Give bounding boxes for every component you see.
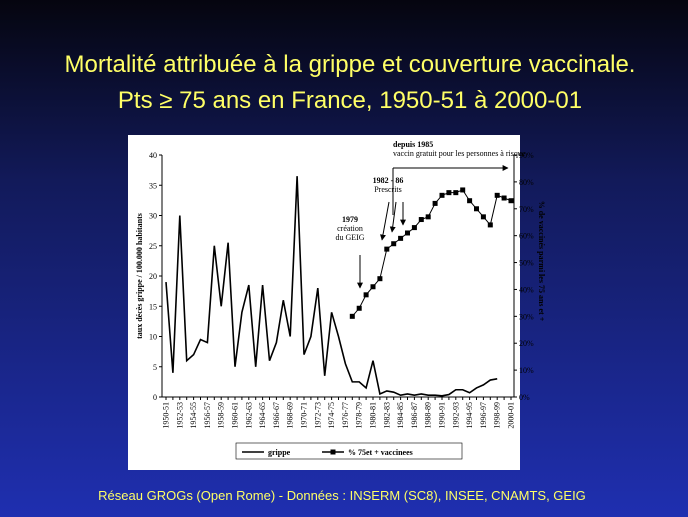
x-tick-label: 1970-71 — [300, 402, 309, 429]
x-tick-label: 1988-89 — [424, 402, 433, 429]
marker — [370, 284, 376, 290]
y-tick-label: 40 — [149, 151, 157, 160]
marker — [418, 217, 424, 223]
marker — [474, 206, 479, 212]
y-tick-label: 20 — [149, 272, 157, 281]
legend-marker — [330, 449, 336, 455]
title-line: Mortalité attribuée à la grippe et couve… — [65, 51, 636, 78]
x-tick-label: 1998-99 — [493, 402, 502, 429]
marker — [405, 230, 410, 236]
x-tick-label: 1984-85 — [396, 402, 405, 429]
x-tick-label: 1996-97 — [479, 402, 488, 429]
marker — [508, 198, 514, 204]
y2-tick-label: 90% — [519, 151, 534, 160]
marker — [446, 190, 452, 196]
marker — [432, 200, 438, 206]
marker — [391, 241, 397, 247]
marker — [411, 225, 417, 231]
legend-box — [235, 442, 463, 460]
footer: Réseau GROGs (Open Rome) - Données : INS… — [98, 488, 586, 503]
x-tick-label: 1966-67 — [272, 402, 281, 429]
x-tick-label: 1968-69 — [286, 402, 295, 429]
marker — [377, 276, 383, 282]
x-tick-label: 1956-57 — [203, 402, 212, 429]
y-tick-label: 15 — [149, 302, 157, 311]
y-tick-label: 5 — [153, 363, 157, 372]
x-tick-label: 1960-61 — [231, 402, 240, 429]
y2-tick-label: 70% — [519, 205, 534, 214]
y-tick-label: 0 — [153, 393, 157, 402]
y-tick-label: 35 — [149, 181, 157, 190]
y-tick-label: 10 — [149, 333, 157, 342]
y2-tick-label: 20% — [519, 339, 534, 348]
chart-panel — [128, 135, 520, 470]
marker — [398, 235, 404, 241]
x-tick-label: 1980-81 — [369, 402, 378, 429]
legend-label: grippe — [268, 448, 291, 457]
marker — [384, 246, 390, 252]
marker — [460, 187, 466, 193]
annotation: création — [337, 224, 363, 233]
x-tick-label: 1952-53 — [175, 402, 184, 429]
legend-label: % 75et + vaccinees — [348, 448, 413, 457]
x-tick-label: 2000-01 — [507, 402, 516, 429]
marker — [439, 192, 445, 198]
x-tick-label: 1974-75 — [327, 402, 336, 429]
annotation: depuis 1985 — [393, 140, 433, 149]
y2-tick-label: 60% — [519, 232, 534, 241]
x-tick-label: 1954-55 — [189, 402, 198, 429]
x-tick-label: 1958-59 — [217, 402, 226, 429]
title-line: Pts ≥ 75 ans en France, 1950-51 à 2000-0… — [118, 87, 582, 114]
annotation: 1979 — [342, 215, 358, 224]
y2-tick-label: 40% — [519, 285, 534, 294]
y-tick-label: 30 — [149, 212, 157, 221]
marker — [363, 292, 369, 298]
marker — [480, 214, 486, 220]
arrow — [389, 201, 397, 233]
marker — [501, 195, 507, 201]
x-tick-label: 1962-63 — [244, 402, 253, 429]
annotation: Prescrits — [374, 185, 402, 194]
x-tick-label: 1978-79 — [355, 402, 364, 429]
marker — [453, 190, 459, 196]
y2-tick-label: 0% — [519, 393, 530, 402]
marker — [494, 192, 500, 198]
y2-tick-label: 10% — [519, 366, 534, 375]
x-tick-label: 1986-87 — [410, 402, 419, 429]
x-tick-label: 1982-83 — [382, 402, 391, 429]
marker — [425, 214, 431, 220]
arrow — [380, 201, 390, 241]
x-tick-label: 1950-51 — [162, 402, 171, 429]
y2-axis-label: % de vaccinés parmi les 75 ans et + — [537, 201, 546, 322]
marker — [356, 305, 362, 311]
y-axis-label: taux décès grippe / 100.000 habitants — [135, 213, 144, 339]
x-tick-label: 1972-73 — [313, 402, 322, 429]
annotation: du GEIG — [335, 233, 364, 242]
x-tick-label: 1964-65 — [258, 402, 267, 429]
y2-tick-label: 80% — [519, 178, 534, 187]
y2-tick-label: 50% — [519, 259, 534, 268]
marker — [467, 198, 473, 204]
x-tick-label: 1992-93 — [451, 402, 460, 429]
x-tick-label: 1994-95 — [465, 402, 474, 429]
annotation: vaccin gratuit pour les personnes à risq… — [393, 149, 526, 158]
series-line — [165, 176, 498, 397]
annotation: 1982 - 86 — [373, 176, 404, 185]
x-tick-label: 1990-91 — [438, 402, 447, 429]
marker — [349, 313, 355, 319]
marker — [487, 222, 493, 228]
y2-tick-label: 30% — [519, 312, 534, 321]
y-tick-label: 25 — [149, 242, 157, 251]
x-tick-label: 1976-77 — [341, 402, 350, 429]
